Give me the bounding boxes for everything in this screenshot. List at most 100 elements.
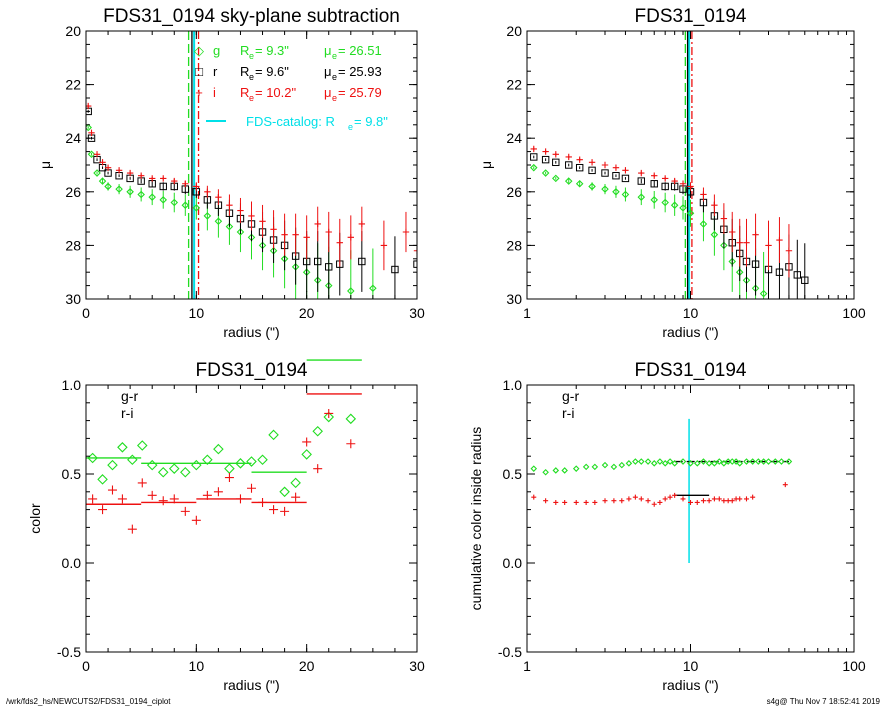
g-marker-diamond [749, 458, 756, 465]
x-tick-label: 100 [842, 658, 866, 674]
chart-title: FDS31_0194 [196, 360, 308, 381]
r-legend-re-value: = 9.6" [255, 64, 289, 79]
r-marker-square [159, 182, 167, 191]
i-marker-plus [88, 129, 95, 137]
g-marker-diamond [601, 185, 609, 193]
y-tick-label: 0.5 [503, 466, 523, 482]
r-marker-square [325, 263, 333, 271]
g-legend-mu-value: = 26.51 [338, 43, 382, 58]
x-tick-label: 10 [683, 658, 699, 674]
g-legend-mu-label: μ [324, 43, 332, 58]
g-marker-diamond [246, 456, 257, 467]
g-marker-diamond [107, 459, 118, 471]
g-marker-diamond [760, 458, 767, 465]
i-marker-plus [592, 499, 598, 505]
i-marker-plus [671, 177, 678, 185]
g-marker-diamond [529, 163, 538, 172]
i-marker-plus [303, 234, 310, 241]
g-marker-diamond [572, 465, 580, 472]
i-marker-plus [694, 499, 700, 505]
i-marker-plus [785, 247, 793, 254]
g-marker-diamond [637, 193, 646, 201]
i-marker-plus [213, 487, 223, 497]
i-marker-plus [413, 247, 417, 254]
i-marker-plus [667, 494, 673, 500]
i-marker-plus [193, 183, 200, 190]
i-marker-plus [729, 228, 736, 236]
i-marker-plus [651, 501, 657, 507]
g-marker-diamond [743, 458, 750, 465]
g-marker-diamond [552, 174, 560, 183]
g-marker-diamond [170, 198, 179, 207]
g-legend-re-value: = 9.3" [255, 43, 289, 58]
g-marker-diamond [650, 460, 658, 467]
g-marker-diamond [202, 454, 213, 466]
g-marker-diamond [235, 458, 246, 469]
i-marker-plus [619, 498, 625, 504]
i-marker-plus [611, 498, 617, 504]
i-marker-plus [553, 499, 559, 505]
i-marker-plus [169, 494, 179, 504]
i-marker-plus [88, 494, 98, 504]
i-marker-plus [98, 505, 108, 515]
i-marker-plus [661, 175, 669, 182]
i-marker-plus [358, 220, 366, 228]
g-marker-diamond [312, 426, 323, 437]
x-tick-label: 30 [409, 658, 425, 674]
i-marker-plus [706, 498, 712, 504]
i-marker-plus [711, 496, 717, 502]
i-marker-plus [292, 231, 299, 238]
i-marker-plus [657, 499, 663, 505]
i-marker-plus [737, 496, 743, 502]
y-tick-label: 30 [65, 291, 81, 307]
i-marker-plus [93, 151, 101, 158]
g-marker-diamond [632, 458, 639, 465]
i-marker-plus [99, 159, 106, 166]
g-color-legend: g-r [121, 388, 138, 404]
i-marker-plus [729, 498, 735, 504]
r-legend-band: r [213, 64, 218, 79]
g-marker-diamond [564, 177, 573, 185]
g-marker-diamond [268, 429, 279, 441]
r-legend-re-sub: e [249, 72, 254, 82]
i-marker-plus [237, 207, 244, 214]
footer-timestamp: s4g@ Thu Nov 7 18:52:41 2019 [767, 697, 881, 706]
y-tick-label: 28 [506, 237, 522, 253]
i-marker-plus [711, 202, 718, 209]
x-tick-label: 1 [523, 305, 531, 321]
panel-surface-brightness-linear: FDS31_0194 sky-plane subtraction radius (… [37, 6, 425, 340]
i-marker-plus [687, 183, 694, 190]
g-marker-diamond [679, 458, 687, 465]
g-marker-diamond [137, 190, 145, 199]
g-marker-diamond [279, 486, 290, 498]
y-tick-label: 28 [65, 237, 81, 253]
x-tick-label: 0 [82, 658, 90, 674]
y-tick-label: -0.5 [498, 644, 522, 660]
g-marker-diamond [618, 461, 626, 469]
g-legend-band: g [213, 43, 220, 58]
g-marker-diamond [687, 460, 694, 467]
footer-path: /wrk/fds2_hs/NEWCUTS2/FDS31_0194_ciplot [6, 697, 171, 706]
i-marker-plus [626, 496, 632, 502]
g-marker-diamond [666, 458, 674, 465]
g-marker-diamond [644, 458, 652, 465]
g-marker-diamond [257, 454, 268, 466]
x-tick-label: 10 [189, 305, 205, 321]
i-marker-plus [346, 439, 356, 449]
g-marker-diamond [345, 413, 357, 425]
i-marker-plus [680, 496, 686, 502]
g-marker-diamond [710, 230, 719, 239]
g-marker-diamond [771, 458, 779, 465]
g-marker-diamond [700, 458, 707, 465]
x-axis-label: radius (") [662, 324, 718, 340]
i-marker-plus [530, 145, 537, 153]
g-marker-diamond [705, 460, 713, 467]
i-marker-plus [743, 496, 749, 502]
i-marker-plus [588, 159, 596, 166]
chart-title: FDS31_0194 [635, 6, 747, 27]
g-marker-diamond [765, 458, 772, 465]
i-marker-plus [576, 156, 583, 163]
y-tick-label: 22 [65, 77, 81, 93]
i-marker-plus [736, 239, 743, 246]
